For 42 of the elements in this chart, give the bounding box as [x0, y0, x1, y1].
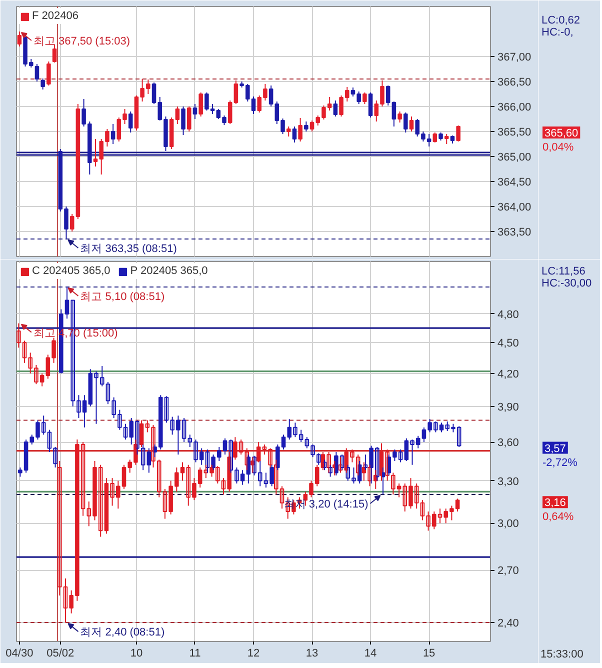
y-tick-label: 366,00	[498, 102, 532, 114]
text: 3,57	[544, 442, 566, 455]
y-tick-label: 365,00	[498, 152, 532, 164]
y-tick-label: 3,90	[498, 401, 519, 414]
y-tick-label: 365,50	[498, 126, 532, 138]
text: 0,04%	[542, 142, 574, 154]
text: 0,64%	[542, 511, 574, 524]
x-tick-label: 05/02	[46, 648, 74, 660]
annotation: 최고 5,10 (08:51)	[80, 290, 165, 303]
y-tick-label: 364,50	[498, 176, 532, 188]
legend-label: P 202405 365,0	[130, 265, 208, 277]
text: LC:0,62	[542, 14, 580, 26]
x-tick-label: 14	[364, 648, 377, 660]
y-tick-label: 3,00	[498, 518, 519, 530]
x-tick-label: 13	[306, 648, 318, 660]
x-tick-label: 15	[422, 648, 436, 660]
y-tick-label: 363,50	[498, 226, 532, 238]
y-tick-label: 4,20	[498, 368, 519, 380]
y-tick-label: 364,00	[498, 202, 532, 214]
y-tick-label: 4,80	[498, 308, 519, 321]
y-tick-label: 3,30	[498, 476, 519, 488]
y-tick-label: 4,50	[498, 338, 519, 350]
x-tick-label: 04/30	[6, 648, 34, 660]
annotation: 최저 363,35 (08:51)	[80, 243, 177, 255]
text: HC:-0,	[542, 26, 574, 38]
annotation: 최저 2,40 (08:51)	[80, 626, 165, 639]
y-tick-label: 2,70	[498, 565, 519, 578]
legend-label: F 202406	[32, 10, 78, 22]
text: LC:11,56	[542, 266, 586, 278]
text: HC:-30,00	[542, 278, 592, 290]
text: -2,72%	[542, 456, 578, 469]
x-tick-label: 11	[189, 648, 201, 660]
y-tick-label: 3,60	[498, 437, 519, 450]
y-tick-label: 367,00	[498, 52, 532, 64]
y-tick-label: 2,40	[498, 618, 519, 630]
text: 15:33:00	[540, 648, 584, 660]
text: 365,60	[544, 128, 578, 140]
legend-label: C 202405 365,0	[32, 265, 110, 277]
x-tick-label: 10	[130, 648, 143, 660]
text: 3,16	[544, 497, 566, 510]
x-tick-label: 12	[247, 648, 260, 660]
y-tick-label: 366,50	[498, 76, 532, 88]
